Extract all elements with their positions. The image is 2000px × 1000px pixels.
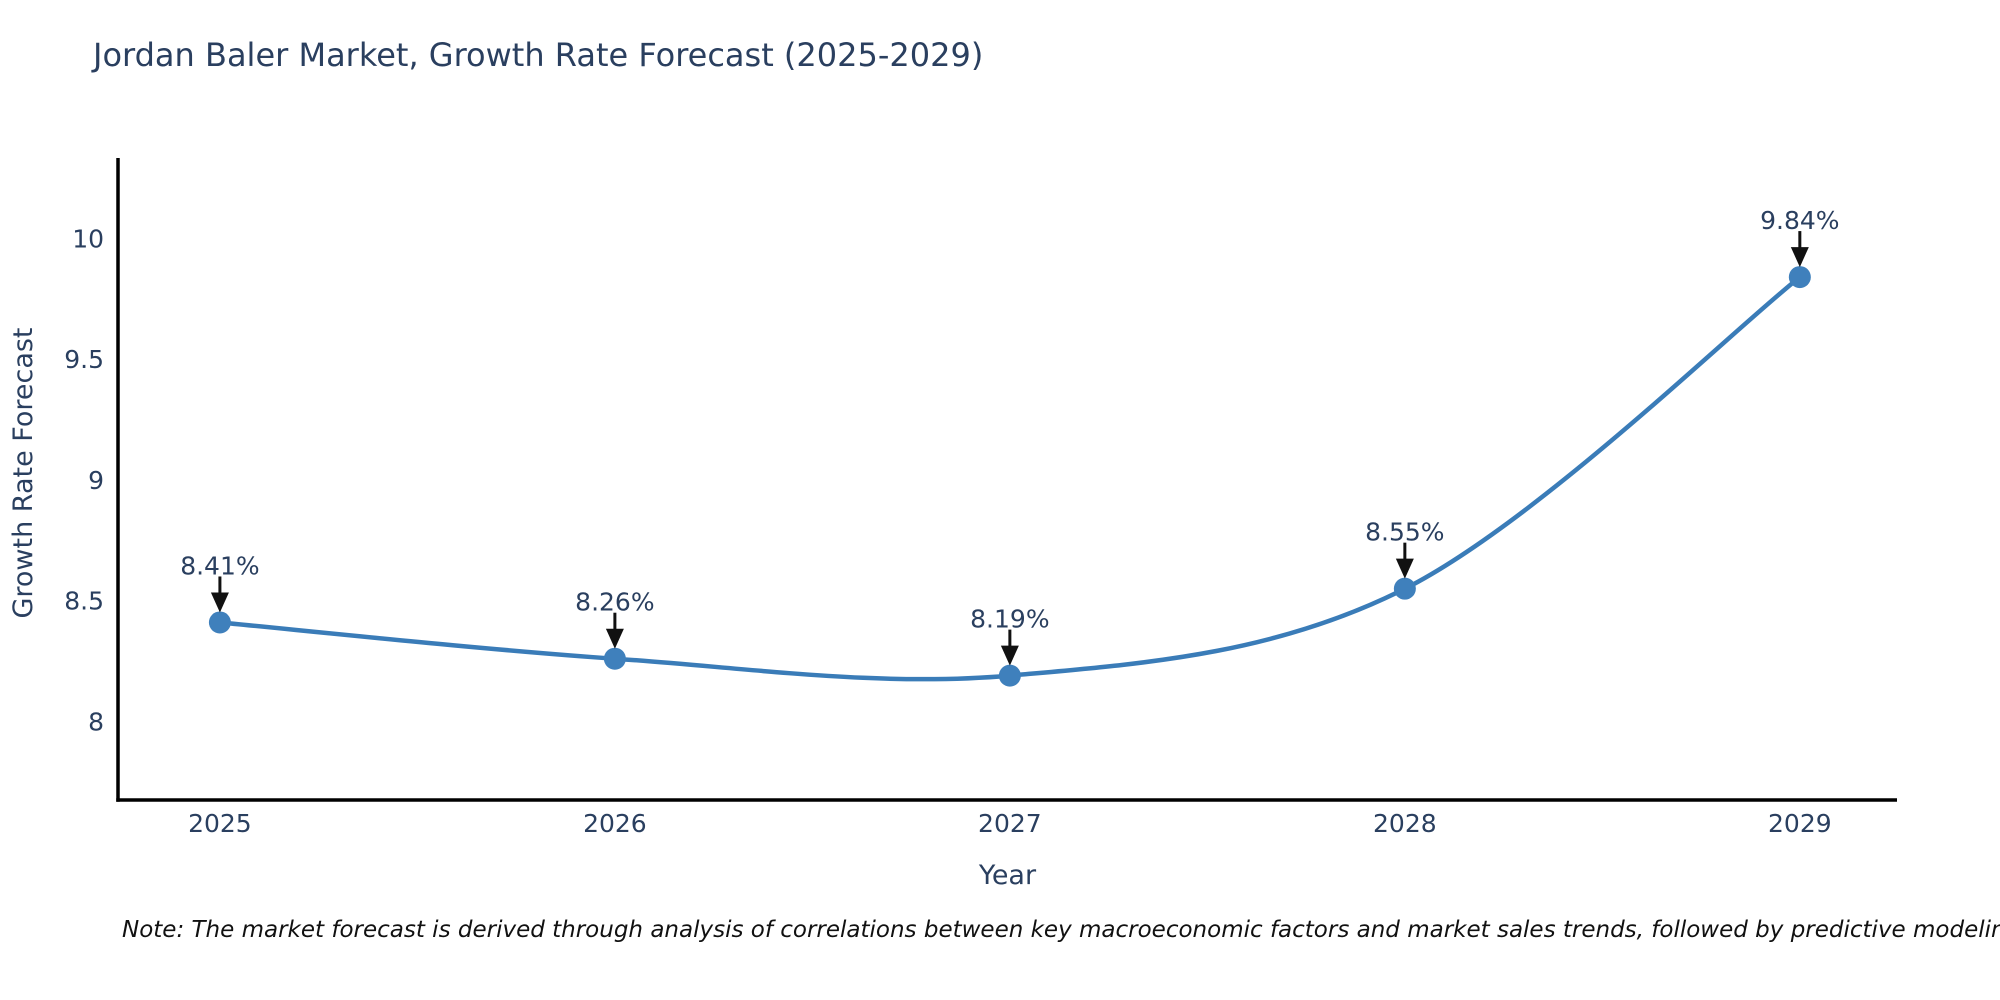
data-point-marker bbox=[208, 611, 231, 634]
y-tick-label: 9.5 bbox=[64, 345, 104, 374]
data-point-marker bbox=[603, 647, 626, 670]
data-point-label: 8.26% bbox=[575, 588, 654, 617]
data-point-label: 8.55% bbox=[1365, 518, 1444, 547]
annotation-arrowhead-icon bbox=[1790, 247, 1809, 268]
data-point-label: 9.84% bbox=[1760, 206, 1839, 235]
y-tick-label: 8.5 bbox=[64, 587, 104, 616]
annotation-arrowhead-icon bbox=[605, 628, 624, 649]
y-axis-title: Growth Rate Forecast bbox=[8, 327, 39, 618]
data-point-marker bbox=[1393, 577, 1416, 600]
y-tick-label: 8 bbox=[88, 708, 104, 737]
data-point-label: 8.41% bbox=[180, 551, 259, 580]
x-axis-title: Year bbox=[978, 860, 1037, 891]
y-tick-label: 9 bbox=[88, 466, 104, 495]
footnote: Note: The market forecast is derived thr… bbox=[122, 917, 2000, 943]
annotation-arrowhead-icon bbox=[1395, 558, 1414, 579]
chart-title: Jordan Baler Market, Growth Rate Forecas… bbox=[93, 36, 984, 74]
data-point-label: 8.19% bbox=[970, 605, 1049, 634]
forecast-line bbox=[219, 275, 1802, 682]
x-tick-label: 2027 bbox=[978, 809, 1042, 838]
x-tick-label: 2029 bbox=[1768, 809, 1832, 838]
x-tick-label: 2026 bbox=[583, 809, 647, 838]
y-tick-label: 10 bbox=[72, 224, 104, 253]
data-point-marker bbox=[998, 664, 1021, 687]
data-point-marker bbox=[1788, 266, 1811, 289]
x-tick-label: 2025 bbox=[188, 809, 252, 838]
annotation-arrowhead-icon bbox=[1000, 645, 1019, 666]
x-tick-label: 2028 bbox=[1373, 809, 1437, 838]
annotation-arrowhead-icon bbox=[210, 592, 229, 613]
